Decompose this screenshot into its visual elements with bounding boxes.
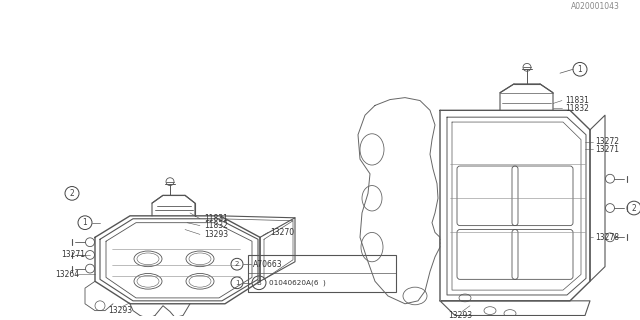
Text: 13270: 13270: [270, 228, 294, 237]
Text: A70663: A70663: [253, 260, 283, 269]
Text: 1: 1: [578, 65, 582, 74]
Text: 11831: 11831: [204, 214, 228, 223]
Text: 13293: 13293: [204, 230, 228, 239]
Text: 2: 2: [70, 189, 74, 198]
Text: 13278: 13278: [595, 233, 619, 242]
Text: 2: 2: [632, 204, 636, 212]
Text: 13293: 13293: [108, 306, 132, 315]
Text: B: B: [257, 280, 261, 286]
Text: 2: 2: [235, 261, 239, 267]
Text: 1: 1: [235, 280, 239, 286]
Text: 11831: 11831: [565, 96, 589, 105]
Text: 13272: 13272: [595, 137, 619, 146]
Text: 13264: 13264: [55, 270, 79, 279]
Text: A020001043: A020001043: [571, 2, 620, 11]
Text: 13271: 13271: [595, 145, 619, 154]
Text: 13293: 13293: [448, 311, 472, 320]
Text: 13271: 13271: [61, 251, 85, 260]
Text: 11832: 11832: [565, 104, 589, 113]
Bar: [248, 255, 396, 292]
Text: 1: 1: [83, 218, 88, 227]
Text: 01040620A(6  ): 01040620A(6 ): [269, 279, 326, 286]
Text: 11832: 11832: [204, 221, 228, 230]
